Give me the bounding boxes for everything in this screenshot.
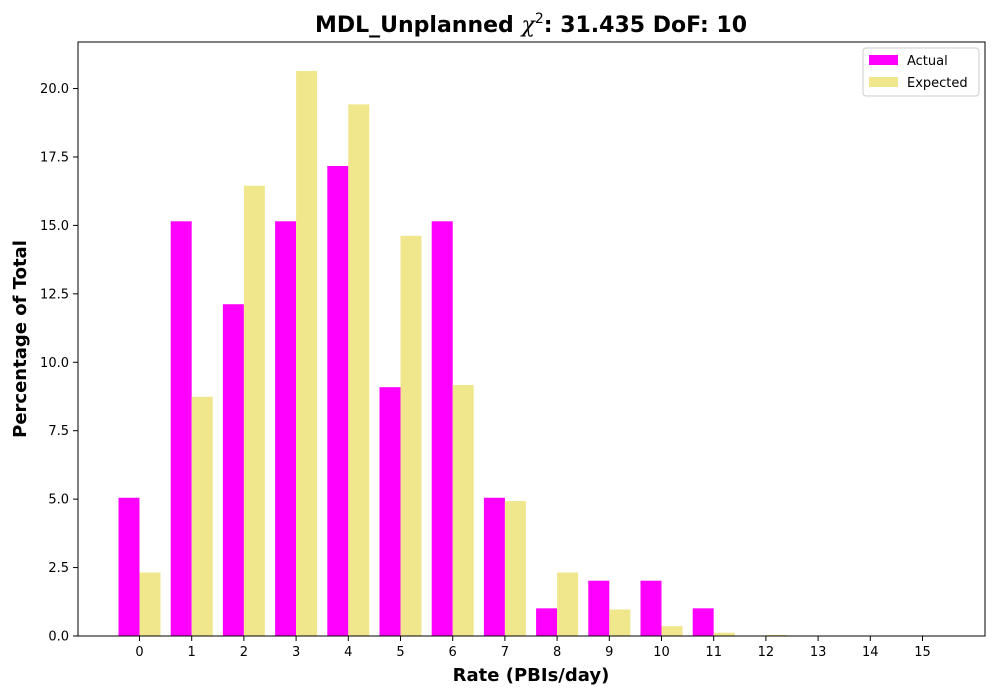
bar-expected-5 [400,235,422,637]
bar-actual-3 [275,221,297,637]
bar-expected-1 [191,396,213,636]
bar-expected-12 [765,634,787,636]
bar-expected-10 [661,626,683,636]
bar-expected-7 [504,501,526,636]
y-tick-label: 0.0 [48,630,69,645]
x-tick-label: 7 [501,645,509,660]
title-suffix: : 31.435 DoF: 10 [544,13,747,38]
bar-expected-2 [243,185,265,636]
y-axis-ticks: 0.0 2.5 5.0 7.5 10.0 12.5 15.0 17.5 20.0 [40,82,78,645]
bar-actual-9 [588,580,610,636]
legend-swatch-expected [869,77,898,87]
title-chi-symbol: χ [519,13,536,38]
bar-actual-10 [640,580,662,636]
bar-expected-6 [452,384,474,636]
legend-label-expected: Expected [907,76,968,91]
bar-expected-8 [557,572,579,636]
x-tick-label: 1 [188,645,196,660]
bar-actual-11 [692,608,714,636]
x-tick-label: 13 [810,645,827,660]
x-tick-label: 8 [553,645,561,660]
bar-expected-4 [348,104,370,636]
legend: Actual Expected [862,47,980,97]
x-tick-label: 15 [914,645,931,660]
y-tick-label: 7.5 [48,424,69,439]
title-chi-exponent: 2 [535,11,544,27]
x-tick-label: 6 [449,645,457,660]
x-tick-label: 2 [240,645,248,660]
bar-actual-5 [379,387,401,636]
bar-actual-1 [170,221,192,637]
y-tick-label: 10.0 [40,356,69,371]
bar-actual-4 [327,166,349,636]
bar-actual-8 [536,608,558,636]
bars-group [118,71,944,637]
x-tick-label: 3 [292,645,300,660]
y-tick-label: 15.0 [40,219,69,234]
legend-label-actual: Actual [907,54,948,69]
x-tick-label: 5 [396,645,404,660]
x-axis-ticks: 0 1 2 3 4 5 6 7 8 9 10 11 12 13 14 15 [135,636,931,660]
x-tick-label: 12 [758,645,775,660]
y-tick-label: 2.5 [48,561,69,576]
title-prefix: MDL_Unplanned [315,13,522,38]
y-tick-label: 5.0 [48,493,69,508]
bar-expected-11 [713,632,735,636]
bar-actual-0 [118,497,140,636]
x-axis-label: Rate (PBIs/day) [453,665,610,686]
legend-swatch-actual [869,55,898,65]
y-tick-label: 12.5 [40,287,69,302]
y-tick-label: 20.0 [40,82,69,97]
y-tick-label: 17.5 [40,150,69,165]
bar-expected-9 [609,609,631,636]
bar-actual-6 [431,221,453,637]
bar-expected-3 [296,71,318,636]
y-axis-label: Percentage of Total [10,240,31,438]
x-tick-label: 0 [135,645,143,660]
chart-title: MDL_Unplanned χ2: 31.435 DoF: 10 [315,11,747,38]
bar-actual-7 [483,497,505,636]
x-tick-label: 14 [862,645,879,660]
bar-actual-2 [222,304,244,636]
x-tick-label: 10 [653,645,670,660]
x-tick-label: 4 [344,645,352,660]
x-tick-label: 11 [705,645,722,660]
x-tick-label: 9 [605,645,613,660]
bar-expected-0 [139,572,161,636]
plot-frame [77,41,986,637]
